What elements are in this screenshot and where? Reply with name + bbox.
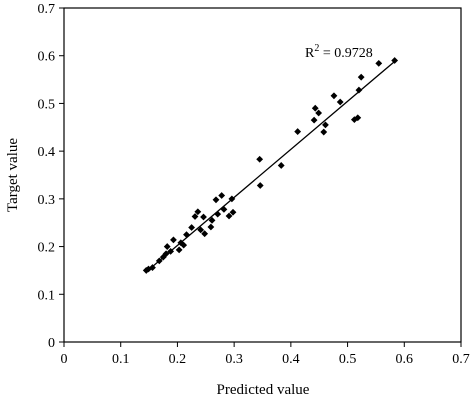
data-point (212, 196, 220, 204)
data-point (170, 236, 177, 244)
data-point (200, 213, 207, 221)
data-point (163, 243, 171, 250)
r-squared-superscript: 2 (314, 43, 319, 54)
data-point (220, 205, 228, 213)
data-point (191, 213, 199, 220)
data-point (375, 59, 383, 67)
x-tick-label: 0 (61, 352, 68, 367)
y-tick-label: 0.1 (38, 288, 56, 303)
data-point (180, 241, 188, 249)
data-point (294, 128, 302, 135)
r-squared-value: = 0.9728 (319, 46, 372, 61)
data-point (207, 223, 215, 231)
data-point (357, 73, 365, 81)
x-tick-label: 0.1 (112, 352, 130, 367)
data-point (197, 226, 205, 234)
data-point (201, 230, 209, 238)
x-tick-label: 0.7 (452, 352, 470, 367)
data-point (183, 231, 190, 239)
plot-area (63, 7, 462, 343)
data-point (277, 162, 285, 169)
y-tick-label: 0.6 (38, 50, 56, 65)
x-tick-label: 0.5 (339, 352, 357, 367)
y-tick-label: 0.2 (38, 241, 56, 256)
data-point (330, 92, 338, 100)
y-axis-label: Target value (5, 138, 21, 212)
y-tick-label: 0 (48, 336, 55, 351)
data-point (175, 246, 183, 254)
data-point (229, 208, 237, 216)
data-point (311, 104, 319, 112)
data-point (355, 86, 363, 94)
data-point (336, 98, 344, 106)
x-tick-label: 0.6 (396, 352, 414, 367)
data-point (188, 224, 196, 231)
regression-line (145, 59, 397, 273)
r-squared-prefix: R (305, 46, 315, 61)
data-point (315, 109, 323, 117)
y-axis-ticks: 0 0.1 0.2 0.3 0.4 0.5 0.6 0.7 (38, 2, 64, 351)
data-point (354, 114, 362, 122)
data-point (162, 250, 170, 258)
x-tick-label: 0.4 (282, 352, 300, 367)
data-point (350, 116, 358, 124)
data-point (310, 116, 318, 124)
x-tick-label: 0.2 (169, 352, 187, 367)
x-axis-ticks: 0 0.1 0.2 0.3 0.4 0.5 0.6 0.7 (61, 342, 470, 367)
data-point (322, 121, 329, 129)
y-tick-label: 0.7 (38, 2, 56, 17)
data-point (391, 57, 399, 64)
y-tick-label: 0.5 (38, 97, 56, 112)
y-tick-label: 0.3 (38, 193, 56, 208)
data-point (218, 192, 226, 199)
x-axis-label: Predicted value (217, 382, 310, 398)
data-point (320, 128, 328, 136)
data-point (256, 182, 264, 189)
data-point (256, 155, 264, 163)
data-point (225, 212, 233, 220)
data-point (194, 208, 202, 216)
y-tick-label: 0.4 (38, 145, 56, 160)
data-point (208, 216, 216, 224)
x-tick-label: 0.3 (225, 352, 243, 367)
data-point (214, 210, 222, 218)
r-squared-annotation: R2 = 0.9728 (305, 43, 373, 61)
plot-frame (63, 7, 462, 343)
data-points (142, 57, 399, 274)
